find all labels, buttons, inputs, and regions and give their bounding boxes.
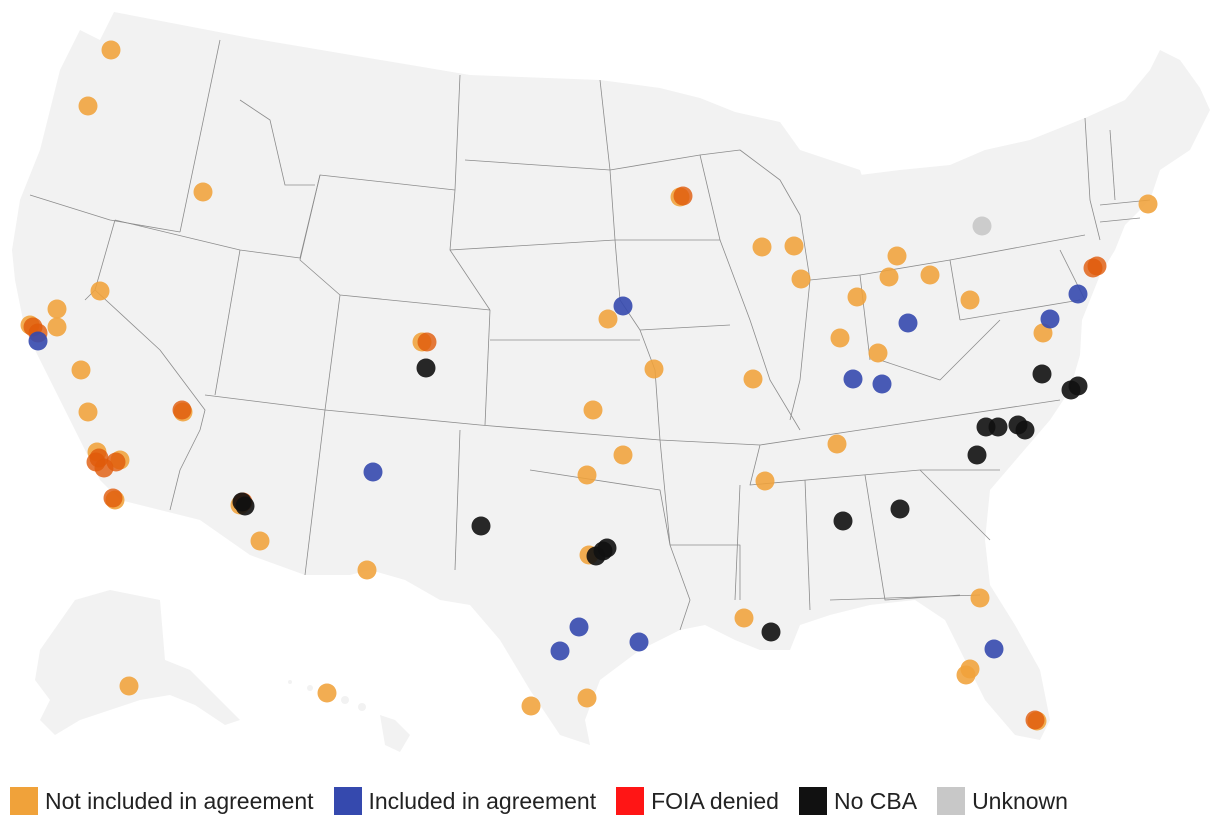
dot-not-included <box>784 236 804 256</box>
dot-included <box>1068 284 1088 304</box>
dot-not-included <box>78 96 98 116</box>
dot-not-included <box>956 665 976 685</box>
dot-not-included <box>521 696 541 716</box>
state-borders <box>29 39 1151 631</box>
dot-not-included <box>317 683 337 703</box>
dot-no-cba <box>967 445 987 465</box>
legend-item-foia-denied: FOIA denied <box>616 787 779 815</box>
dot-not-included <box>47 317 67 337</box>
legend-swatch-not-included <box>10 787 38 815</box>
dot-not-included <box>193 182 213 202</box>
legend-label-no-cba: No CBA <box>833 787 918 814</box>
dot-foia-denied <box>1025 710 1045 730</box>
dot-not-included <box>879 267 899 287</box>
dot-foia-denied <box>417 332 437 352</box>
contiguous-us-land <box>12 12 1210 745</box>
dot-no-cba <box>416 358 436 378</box>
dot-included <box>28 331 48 351</box>
legend-label-included: Included in agreement <box>368 787 597 814</box>
dot-no-cba <box>761 622 781 642</box>
dot-no-cba <box>235 496 255 516</box>
hawaii-island-2 <box>341 696 349 704</box>
legend-swatch-no-cba <box>798 787 827 815</box>
hawaii-island-3 <box>358 703 366 711</box>
dot-not-included <box>743 369 763 389</box>
dot-included <box>1040 309 1060 329</box>
dot-not-included <box>250 531 270 551</box>
dot-not-included <box>868 343 888 363</box>
dot-not-included <box>755 471 775 491</box>
dot-included <box>550 641 570 661</box>
legend-swatch-included <box>333 787 362 815</box>
us-map <box>12 12 1210 752</box>
dot-not-included <box>827 434 847 454</box>
legend: Not included in agreement Included in ag… <box>10 786 1088 816</box>
dot-not-included <box>752 237 772 257</box>
dot-included <box>984 639 1004 659</box>
dot-not-included <box>1033 323 1053 343</box>
dot-foia-denied <box>673 186 693 206</box>
dot-no-cba <box>1068 376 1088 396</box>
dot-foia-denied <box>172 400 192 420</box>
dot-included <box>843 369 863 389</box>
dot-not-included <box>78 402 98 422</box>
dot-included <box>629 632 649 652</box>
dot-foia-denied <box>89 448 109 468</box>
dot-foia-denied <box>103 488 123 508</box>
legend-label-unknown: Unknown <box>972 787 1068 814</box>
legend-item-unknown: Unknown <box>937 787 1068 815</box>
dot-no-cba <box>890 499 910 519</box>
dot-not-included <box>1138 194 1158 214</box>
legend-item-not-included: Not included in agreement <box>10 787 314 815</box>
legend-swatch-unknown <box>937 787 966 815</box>
legend-item-included: Included in agreement <box>333 787 597 815</box>
hawaii-island-5 <box>288 680 292 684</box>
dot-not-included <box>577 688 597 708</box>
dot-included <box>872 374 892 394</box>
dot-not-included <box>644 359 664 379</box>
legend-item-no-cba: No CBA <box>798 787 918 815</box>
dot-not-included <box>357 560 377 580</box>
dot-not-included <box>119 676 139 696</box>
legend-label-not-included: Not included in agreement <box>45 787 314 814</box>
dot-not-included <box>734 608 754 628</box>
location-dots <box>20 40 1158 731</box>
dot-included <box>363 462 383 482</box>
dot-foia-denied <box>106 452 126 472</box>
dot-no-cba <box>471 516 491 536</box>
dot-included <box>898 313 918 333</box>
michigan-peninsula <box>825 160 880 275</box>
dot-not-included <box>960 290 980 310</box>
dot-not-included <box>598 309 618 329</box>
dot-no-cba <box>833 511 853 531</box>
hawaii-island-4 <box>307 685 313 691</box>
dot-not-included <box>887 246 907 266</box>
alaska-land <box>35 590 240 735</box>
dot-not-included <box>970 588 990 608</box>
dot-included <box>613 296 633 316</box>
dot-not-included <box>613 445 633 465</box>
dot-not-included <box>583 400 603 420</box>
dot-unknown <box>972 216 992 236</box>
dot-not-included <box>47 299 67 319</box>
dot-not-included <box>101 40 121 60</box>
dot-not-included <box>920 265 940 285</box>
dot-included <box>569 617 589 637</box>
dot-not-included <box>847 287 867 307</box>
dot-not-included <box>71 360 91 380</box>
hawaii-island-1 <box>380 715 410 752</box>
dot-no-cba <box>1032 364 1052 384</box>
dot-not-included <box>791 269 811 289</box>
dot-no-cba <box>988 417 1008 437</box>
dot-not-included <box>830 328 850 348</box>
dot-foia-denied <box>1083 258 1103 278</box>
legend-label-foia-denied: FOIA denied <box>651 787 779 814</box>
legend-swatch-foia-denied <box>616 787 645 815</box>
dot-not-included <box>90 281 110 301</box>
us-map-svg <box>12 12 1210 752</box>
dot-no-cba <box>597 538 617 558</box>
dot-no-cba <box>1015 420 1035 440</box>
dot-not-included <box>577 465 597 485</box>
